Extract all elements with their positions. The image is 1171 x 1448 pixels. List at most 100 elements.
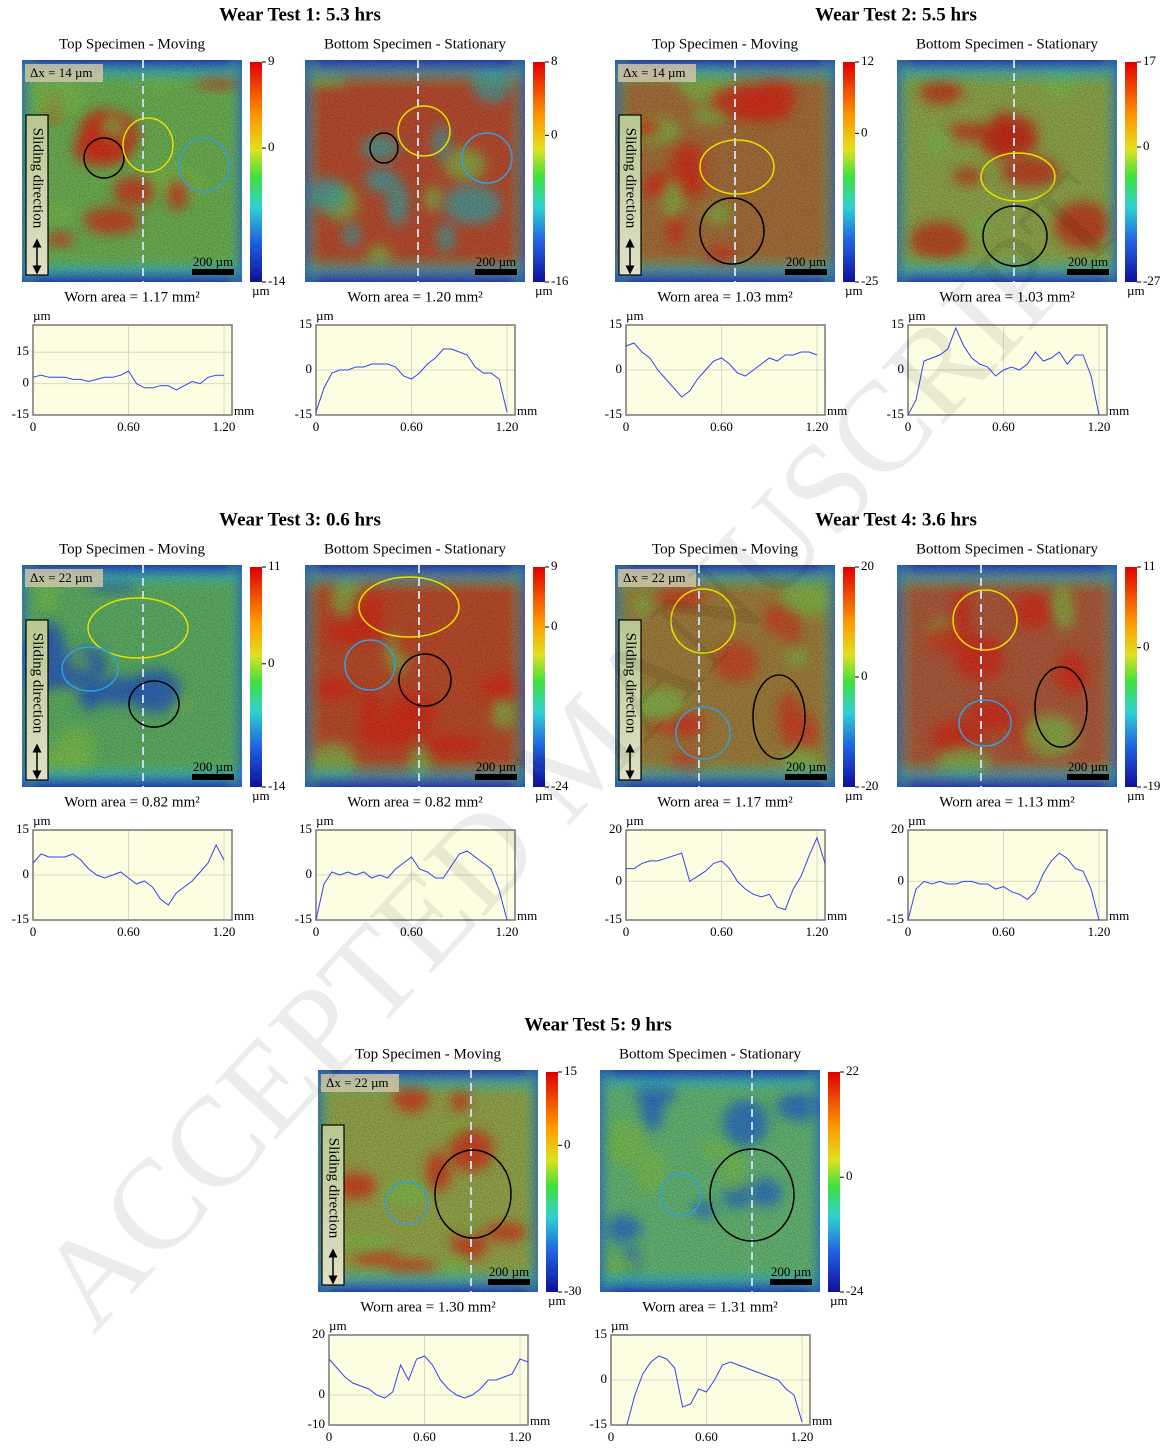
- feature-ring: [952, 589, 1018, 651]
- colorbar-tick-label: -16: [551, 273, 569, 288]
- scale-label: 200 µm: [786, 254, 826, 269]
- dx-label: Δx = 22 µm: [623, 570, 686, 585]
- scale-bar: [475, 774, 517, 780]
- plot-area: [33, 325, 232, 415]
- x-tick-label: 0: [608, 1429, 615, 1443]
- x-tick-label: 0: [623, 419, 630, 434]
- x-tick-label: 1.20: [791, 1429, 814, 1443]
- map-texture: [318, 1070, 538, 1292]
- worn-area: Worn area = 1.30 mm²: [360, 1299, 496, 1315]
- map-layer: [22, 565, 242, 787]
- colorbar-tick-label: 15: [564, 1063, 577, 1078]
- scale-label: 200 µm: [1068, 254, 1108, 269]
- x-axis-label: mm: [517, 403, 537, 418]
- profile-line: [626, 836, 826, 911]
- map-texture: [22, 565, 242, 787]
- x-axis-label: mm: [1109, 908, 1129, 923]
- colorbar-tick-label: 0: [1143, 639, 1150, 654]
- specimen-label: Bottom Specimen - Stationary: [916, 36, 1099, 52]
- worn-area: Worn area = 1.03 mm²: [657, 289, 793, 305]
- profile-line: [625, 342, 818, 398]
- scale-label: 200 µm: [193, 254, 233, 269]
- colorbar-tick-label: 20: [861, 558, 874, 573]
- colorbar-tick-label: 11: [268, 558, 281, 573]
- y-tick-label: 20: [891, 821, 904, 836]
- y-tick-label: 20: [609, 821, 622, 836]
- y-tick-label: 15: [16, 343, 29, 358]
- x-tick-label: 0: [313, 924, 320, 939]
- x-axis-label: mm: [530, 1413, 550, 1428]
- plot-frame: [32, 829, 233, 921]
- worn-area: Worn area = 0.82 mm²: [64, 794, 200, 810]
- dx-label: Δx = 14 µm: [30, 65, 93, 80]
- scale-bar: [488, 1279, 530, 1285]
- y-tick-label: 0: [23, 866, 30, 881]
- x-axis-label: mm: [827, 908, 847, 923]
- plot-frame: [315, 829, 516, 921]
- y-axis-label: µm: [316, 813, 334, 828]
- y-axis-label: µm: [611, 1318, 629, 1333]
- map-layer: [600, 1070, 820, 1292]
- feature-ring: [83, 137, 125, 179]
- colorbar-tick-label: 0: [268, 139, 275, 154]
- sliding-label: Sliding direction: [30, 633, 46, 734]
- height-map: Δx = 14 µm Sliding direction 200 µm: [22, 60, 242, 282]
- map-texture: [305, 565, 525, 787]
- x-axis-label: mm: [234, 908, 254, 923]
- specimen-label: Top Specimen - Moving: [355, 1046, 502, 1062]
- x-tick-label: 0: [905, 419, 912, 434]
- y-tick-label: -15: [887, 406, 904, 421]
- x-tick-label: 1.20: [806, 419, 829, 434]
- colorbar-tick-label: 0: [861, 124, 868, 139]
- map-layer: [897, 60, 1117, 282]
- colorbar: [1125, 567, 1137, 787]
- colorbar: [546, 1072, 558, 1292]
- plot-frame: [610, 1334, 811, 1426]
- colorbar-tick-label: 12: [861, 53, 874, 68]
- specimen-label: Top Specimen - Moving: [59, 36, 206, 52]
- colorbar-tick-label: -24: [551, 778, 569, 793]
- worn-area: Worn area = 1.17 mm²: [657, 794, 793, 810]
- height-map: Δx = 14 µm Sliding direction 200 µm: [615, 60, 835, 282]
- profile-line: [315, 850, 508, 921]
- plot-frame: [32, 324, 233, 416]
- y-tick-label: 15: [299, 316, 312, 331]
- x-axis-label: mm: [234, 403, 254, 418]
- height-map: Δx = 22 µm Sliding direction 200 µm: [318, 1070, 538, 1292]
- y-tick-label: 0: [306, 361, 313, 376]
- y-tick-label: 0: [23, 375, 30, 390]
- y-tick-label: 0: [616, 872, 623, 887]
- colorbar-tick-label: -19: [1143, 778, 1160, 793]
- plot-frame: [625, 829, 826, 921]
- colorbar-tick-label: -14: [268, 273, 286, 288]
- x-tick-label: 0.60: [117, 924, 140, 939]
- colorbar-tick-label: 0: [268, 655, 275, 670]
- scale-bar: [1067, 269, 1109, 275]
- colorbar-tick-label: 17: [1143, 53, 1157, 68]
- x-tick-label: 1.20: [213, 924, 236, 939]
- x-tick-label: 0.60: [992, 419, 1015, 434]
- map-layer: [897, 565, 1117, 787]
- scale-label: 200 µm: [476, 254, 516, 269]
- y-tick-label: 0: [601, 1371, 608, 1386]
- sliding-label: Sliding direction: [623, 633, 639, 734]
- plot-frame: [907, 829, 1108, 921]
- feature-ring: [398, 653, 452, 707]
- y-tick-label: -15: [605, 406, 622, 421]
- y-tick-label: -15: [605, 911, 622, 926]
- feature-ring: [670, 588, 736, 654]
- test-title: Wear Test 5: 9 hrs: [524, 1014, 671, 1035]
- specimen-label: Bottom Specimen - Stationary: [324, 36, 507, 52]
- colorbar-unit: µm: [1127, 788, 1145, 803]
- sliding-box: [618, 619, 642, 781]
- feature-ring: [660, 1173, 702, 1217]
- x-tick-label: 0: [313, 419, 320, 434]
- colorbar-tick-label: -24: [846, 1283, 864, 1298]
- x-axis-label: mm: [1109, 403, 1129, 418]
- colorbar-unit: µm: [535, 788, 553, 803]
- height-map: Δx = 22 µm Sliding direction 200 µm: [22, 565, 242, 787]
- map-layer: [305, 565, 525, 787]
- colorbar-tick-label: 9: [551, 558, 558, 573]
- map-layer: [305, 60, 525, 282]
- y-tick-label: 15: [891, 316, 904, 331]
